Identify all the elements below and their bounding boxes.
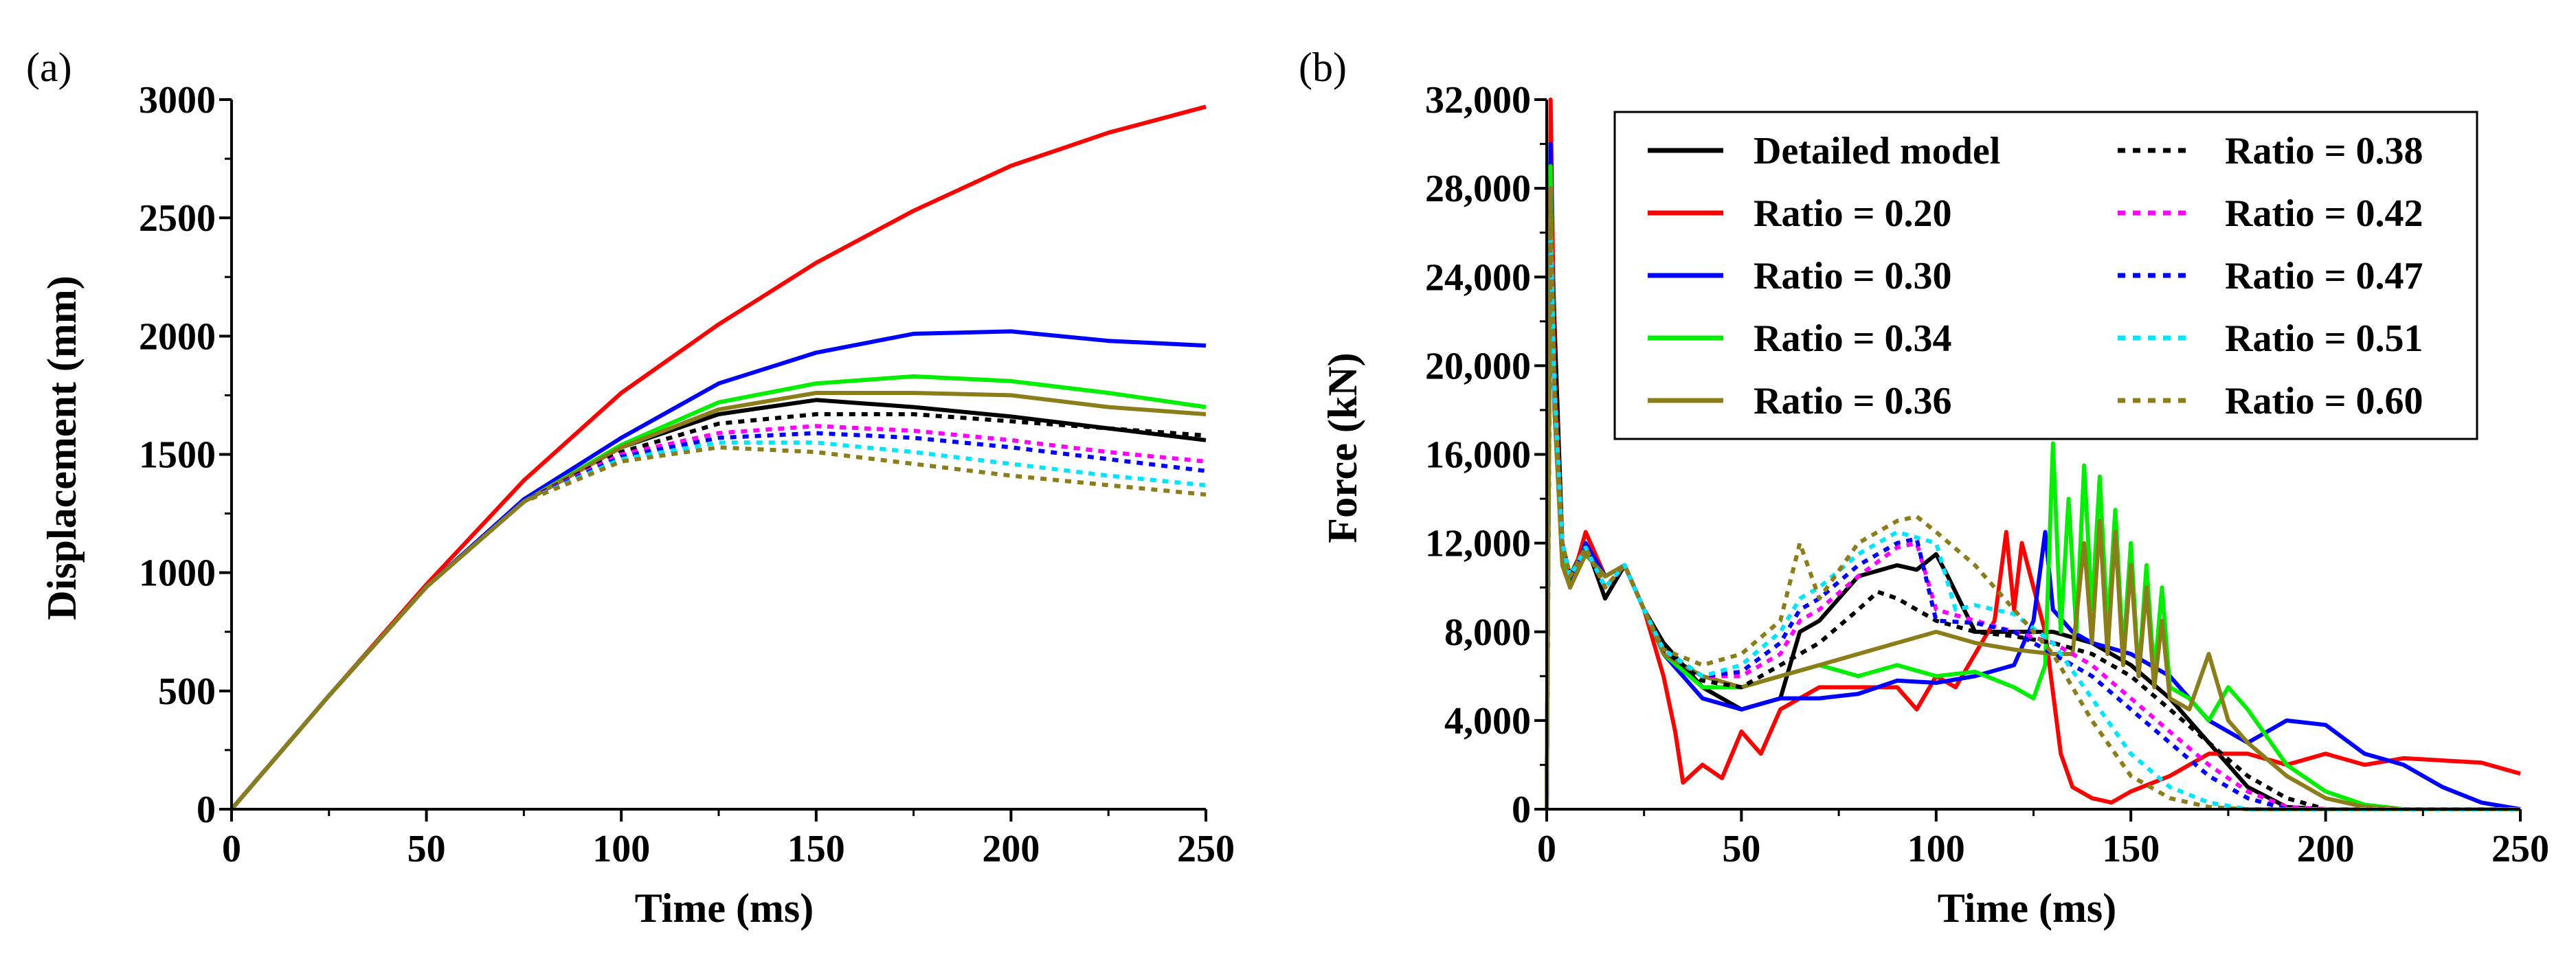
panel-b-axes: 0 50 100 150 200 250 0 4,000 8,000 12,000 16,000 20…: [1425, 79, 2549, 870]
series-line-ratio-0-42: [229, 424, 1207, 811]
x-tick-label: 200: [2297, 828, 2355, 870]
x-tick-label: 250: [1177, 828, 1235, 870]
x-tick-label: 200: [982, 828, 1040, 870]
legend-label: Detailed model: [1754, 130, 2000, 172]
x-tick-label: 0: [222, 828, 241, 870]
x-tick-label: 250: [2491, 828, 2549, 870]
legend: Detailed model Ratio = 0.20 Ratio = 0.30 Ra…: [1613, 111, 2478, 440]
legend-label: Ratio = 0.36: [1754, 380, 1952, 422]
series-line-ratio-0-20: [229, 104, 1207, 811]
y-tick-label: 8,000: [1444, 611, 1531, 654]
y-tick-label: 28,000: [1425, 168, 1531, 210]
panel-label-b: (b): [1299, 45, 1347, 90]
series-line-ratio-0-60: [1545, 208, 2520, 811]
panel-b: (b) 0 50 100 150 200 250 0 4,000 8,000 12,000 16,0…: [1299, 45, 2549, 931]
legend-box: [1613, 111, 2478, 440]
series-line-ratio-0-47: [1545, 230, 2520, 811]
y-tick-label: 24,000: [1425, 256, 1531, 299]
series-line-ratio-0-51: [229, 440, 1207, 811]
series-line-ratio-0-34: [229, 374, 1207, 811]
series-line-ratio-0-51: [1545, 230, 2520, 811]
legend-label: Ratio = 0.60: [2225, 380, 2423, 422]
legend-label: Ratio = 0.20: [1754, 192, 1952, 235]
y-tick-label: 4,000: [1444, 700, 1531, 743]
y-tick-label: 2500: [139, 197, 216, 240]
series-line-detailed-model: [229, 398, 1207, 811]
y-tick-label: 12,000: [1425, 523, 1531, 565]
series-line-ratio-0-30: [1545, 142, 2521, 811]
series-line-ratio-0-38: [1545, 208, 2520, 811]
y-tick-label: 20,000: [1425, 345, 1531, 387]
x-tick-label: 150: [2102, 828, 2160, 870]
x-tick-label: 150: [787, 828, 845, 870]
series-line-ratio-0-47: [229, 431, 1207, 811]
y-tick-label: 1000: [139, 552, 216, 595]
y-tick-label: 16,000: [1425, 434, 1531, 477]
panel-a-y-axis-title: Displacement (mm): [39, 275, 85, 620]
panel-a-series: [229, 104, 1207, 811]
y-tick-label: 0: [1512, 789, 1531, 831]
x-tick-label: 50: [407, 828, 446, 870]
panel-a-x-axis-title: Time (ms): [635, 885, 814, 931]
series-line-ratio-0-60: [229, 445, 1207, 811]
panel-b-x-axis-title: Time (ms): [1938, 885, 2117, 931]
series-line-ratio-0-38: [229, 412, 1207, 811]
legend-label: Ratio = 0.30: [1754, 255, 1952, 297]
panel-a: (a) 0 50 100 150 200 250050010001500200025003…: [26, 45, 1235, 931]
x-tick-label: 100: [1907, 828, 1965, 870]
y-tick-label: 1500: [139, 434, 216, 477]
legend-label: Ratio = 0.34: [1754, 317, 1952, 360]
y-tick-label: 0: [197, 789, 216, 831]
legend-label: Ratio = 0.51: [2225, 317, 2423, 360]
y-tick-label: 32,000: [1425, 79, 1531, 122]
series-line-ratio-0-42: [1545, 230, 2520, 811]
panel-b-series: [1545, 98, 2521, 811]
y-tick-label: 3000: [139, 79, 216, 122]
x-tick-label: 100: [592, 828, 650, 870]
x-tick-label: 0: [1537, 828, 1556, 870]
y-tick-label: 500: [158, 670, 216, 713]
series-line-ratio-0-36: [229, 391, 1207, 811]
panel-b-y-axis-title: Force (kN): [1320, 352, 1365, 543]
y-tick-label: 2000: [139, 315, 216, 358]
legend-label: Ratio = 0.38: [2225, 130, 2423, 172]
panel-label-a: (a): [26, 45, 72, 90]
legend-label: Ratio = 0.42: [2225, 192, 2423, 235]
legend-label: Ratio = 0.47: [2225, 255, 2423, 297]
x-tick-label: 50: [1722, 828, 1760, 870]
